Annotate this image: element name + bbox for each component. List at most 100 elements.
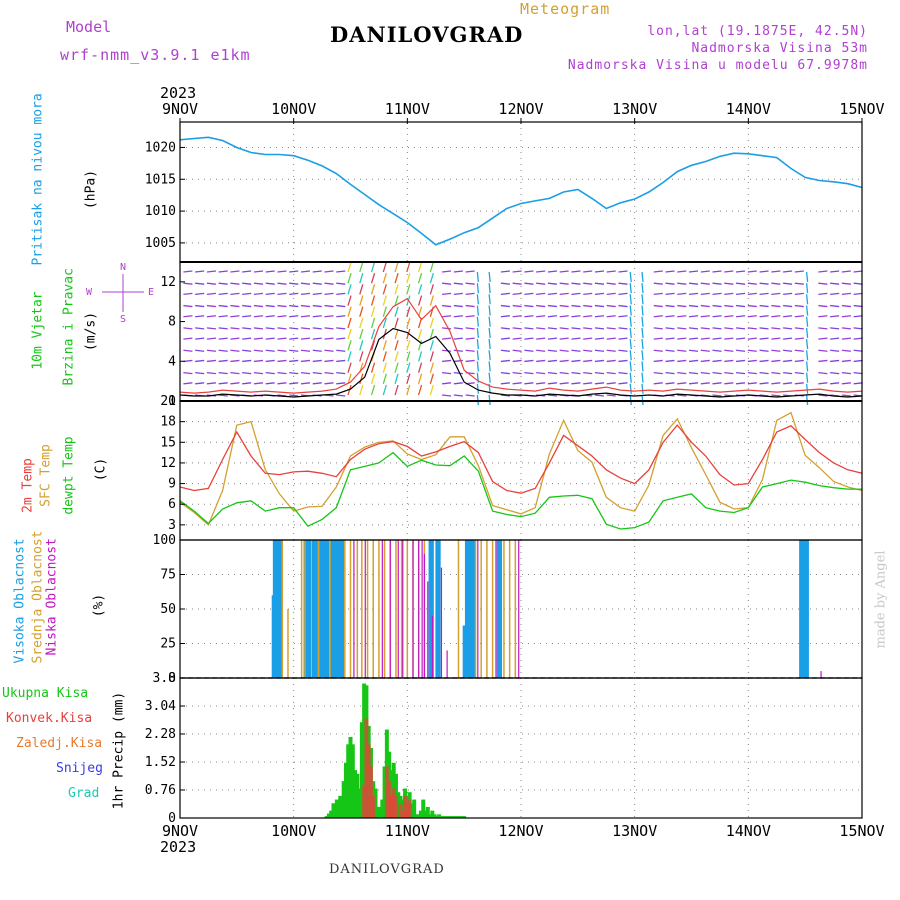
wind-arrow-mark xyxy=(453,382,463,385)
wind-arrow-mark xyxy=(735,359,746,363)
wind-arrow-mark xyxy=(183,282,193,285)
wind-arrow-mark xyxy=(230,382,240,385)
conv-precip-bar xyxy=(366,744,371,818)
wind-arrow-mark xyxy=(512,371,522,375)
wind-arrow-mark xyxy=(230,282,240,285)
wind-arrow-mark xyxy=(805,339,809,350)
wind-arrow-mark xyxy=(206,337,216,340)
total-precip-bar xyxy=(355,773,360,818)
wind-arrow-mark xyxy=(359,384,364,396)
cloud-ytick-label: 25 xyxy=(160,637,176,652)
precip-label-hail: Grad xyxy=(68,786,100,801)
wind-arrow-mark xyxy=(783,371,793,375)
wind-arrow-mark xyxy=(417,261,423,273)
top-date-label: 9NOV xyxy=(162,100,198,118)
wind-arrow-mark xyxy=(242,327,252,330)
pressure-ytick-label: 1020 xyxy=(145,140,176,155)
total-precip-bar xyxy=(428,814,433,818)
wind-arrow-mark xyxy=(583,282,593,285)
wind-arrow-mark xyxy=(805,361,809,372)
wind-arrow-mark xyxy=(641,271,644,283)
wind-arrow-mark xyxy=(794,382,804,385)
total-precip-bar xyxy=(441,816,446,818)
conv-precip-bar xyxy=(393,795,398,818)
wind-arrow-mark xyxy=(853,292,863,296)
wind-arrow-mark xyxy=(641,383,644,394)
wind-arrow-mark xyxy=(347,295,352,306)
top-date-label: 10NOV xyxy=(271,100,316,118)
wind-arrow-mark xyxy=(818,304,828,308)
wind-arrow-mark xyxy=(382,373,387,385)
wind-arrow-mark xyxy=(665,359,675,363)
wind-arrow-mark xyxy=(629,339,632,350)
wind-arrow-mark xyxy=(300,371,311,375)
wind-arrow-mark xyxy=(524,371,534,375)
precip-label-grid: Zaledj.Kisa xyxy=(16,736,103,751)
wind-arrow-mark xyxy=(771,327,781,330)
total-precip-bar xyxy=(439,816,444,818)
wind-arrow-mark xyxy=(406,384,411,396)
wind-arrow-mark xyxy=(277,349,287,352)
wind-arrow-mark xyxy=(653,292,663,296)
total-precip-bar xyxy=(443,816,448,818)
wind-ytick-label: 0 xyxy=(168,394,176,409)
wind-arrow-mark xyxy=(794,349,804,352)
wind-arrow-mark xyxy=(300,270,311,273)
wind-arrow-mark xyxy=(370,384,376,396)
wind-arrow-mark xyxy=(794,304,804,308)
wind-arrow-mark xyxy=(747,282,757,285)
wind-arrow-mark xyxy=(594,282,605,285)
wind-arrow-mark xyxy=(242,349,252,352)
conv-precip-bar xyxy=(364,718,369,818)
wind-arrow-mark xyxy=(665,282,675,285)
wind-arrow-mark xyxy=(206,327,216,330)
wind-arrow-mark xyxy=(700,315,710,318)
wind-arrow-mark xyxy=(547,315,557,318)
wind-arrow-mark xyxy=(724,270,734,273)
wind-arrow-mark xyxy=(242,337,252,340)
compass-north: N xyxy=(120,262,127,273)
wind-arrow-mark xyxy=(218,270,228,273)
wind-arrow-mark xyxy=(805,271,809,283)
wind-arrow-mark xyxy=(312,327,322,330)
wind-arrow-mark xyxy=(700,382,710,385)
wind-arrow-mark xyxy=(536,292,546,296)
wind-arrow-mark xyxy=(370,272,376,284)
wind-arrow-mark xyxy=(382,351,387,362)
wind-arrow-mark xyxy=(747,337,757,340)
wind-arrow-mark xyxy=(230,292,240,296)
wind-arrow-mark xyxy=(336,304,346,308)
wind-arrow-mark xyxy=(429,351,434,362)
wind-arrow-mark xyxy=(382,295,387,306)
wind-arrow-mark xyxy=(559,382,569,385)
total-precip-bar xyxy=(455,816,460,818)
wind-arrow-mark xyxy=(417,351,423,362)
year-bottom: 2023 xyxy=(160,838,197,856)
data-layer xyxy=(179,136,863,818)
wind-arrow-mark xyxy=(665,327,675,330)
wind-arrow-mark xyxy=(512,382,522,385)
total-precip-bar xyxy=(389,770,394,818)
wind-arrow-mark xyxy=(512,292,522,296)
wind-arrow-mark xyxy=(606,304,616,308)
wind-arrow-mark xyxy=(571,270,581,273)
wind-arrow-mark xyxy=(370,306,376,317)
wind-arrow-mark xyxy=(312,282,322,285)
wind-arrow-mark xyxy=(394,306,399,317)
wind-arrow-mark xyxy=(653,282,663,285)
wind-arrow-mark xyxy=(336,327,346,330)
wind-arrow-mark xyxy=(830,359,840,363)
wind-arrow-mark xyxy=(594,382,605,385)
wind-arrow-mark xyxy=(559,349,569,352)
wind-arrow-mark xyxy=(747,270,757,273)
wind-arrow-mark xyxy=(559,359,569,363)
temp-ylabel-2m: 2m Temp xyxy=(20,458,36,513)
wind-arrow-mark xyxy=(677,327,687,330)
total-precip-bar xyxy=(348,736,353,818)
wind-arrow-mark xyxy=(606,349,616,352)
wind-arrow-mark xyxy=(841,292,851,296)
wind-arrow-mark xyxy=(394,362,399,373)
wind-arrow-mark xyxy=(818,292,828,296)
wind-arrow-mark xyxy=(629,305,632,316)
bottom-date-label: 9NOV xyxy=(162,822,198,840)
